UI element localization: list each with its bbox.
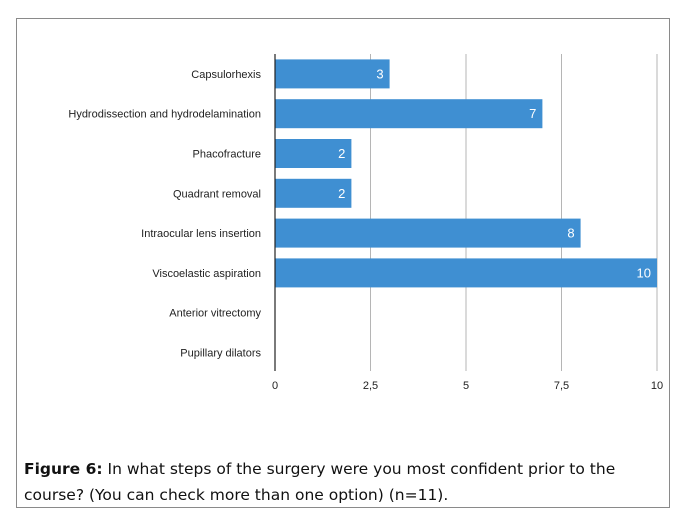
bar <box>275 258 657 288</box>
category-label: Hydrodissection and hydrodelamination <box>68 109 261 121</box>
category-label: Capsulorhexis <box>191 69 261 81</box>
data-label: 10 <box>637 265 651 280</box>
caption-label: Figure 6: <box>24 460 103 478</box>
data-label: 2 <box>338 146 345 161</box>
data-label: 3 <box>376 66 383 81</box>
category-label: Anterior vitrectomy <box>169 308 261 320</box>
data-label: 7 <box>529 106 536 121</box>
category-label: Viscoelastic aspiration <box>152 268 261 280</box>
x-tick-label: 10 <box>651 380 663 392</box>
bar <box>275 139 352 168</box>
category-label: Pupillary dilators <box>180 348 261 360</box>
category-label: Phacofracture <box>193 149 261 161</box>
x-tick-label: 7,5 <box>554 380 569 392</box>
caption-text: In what steps of the surgery were you mo… <box>24 460 616 504</box>
category-label: Intraocular lens insertion <box>141 228 261 240</box>
data-label: 2 <box>338 186 345 201</box>
category-label: Quadrant removal <box>173 188 261 200</box>
x-tick-label: 2,5 <box>363 380 378 392</box>
x-tick-label: 0 <box>272 380 278 392</box>
data-label: 8 <box>567 226 574 241</box>
bar <box>275 218 581 248</box>
bar <box>275 99 543 129</box>
figure-caption: Figure 6: In what steps of the surgery w… <box>24 456 664 508</box>
x-tick-label: 5 <box>463 380 469 392</box>
bar <box>275 178 352 208</box>
bar <box>275 59 390 89</box>
